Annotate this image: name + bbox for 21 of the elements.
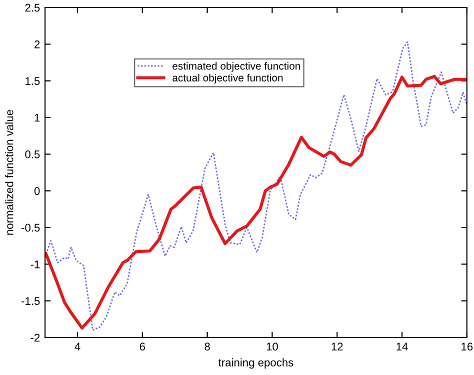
x-tick-label: 14 <box>396 342 408 350</box>
y-axis-title: normalized function value <box>5 110 14 235</box>
x-tick-label: 6 <box>140 342 145 351</box>
x-tick-label: 12 <box>332 342 343 350</box>
y-tick-label: -2 <box>30 334 40 342</box>
x-tick-label: 10 <box>266 342 278 351</box>
x-axis-title: training epochs <box>218 358 294 369</box>
y-tick-label: -1.5 <box>22 297 40 305</box>
x-tick-label: 16 <box>462 342 473 351</box>
y-tick-label: 1.5 <box>26 77 40 85</box>
y-tick-label: 2.5 <box>25 4 40 12</box>
legend-label: actual objective function <box>172 74 283 84</box>
y-tick-label: -1 <box>30 260 40 268</box>
x-tick-label: 4 <box>74 342 80 350</box>
x-tick-label: 8 <box>204 342 210 351</box>
y-tick-label: 0 <box>34 187 40 195</box>
y-tick-label: 1 <box>34 114 40 122</box>
y-tick-label: 0.5 <box>25 150 40 158</box>
legend-label: estimated objective function <box>172 62 300 72</box>
y-tick-label: 2 <box>34 40 40 48</box>
y-tick-label: -0.5 <box>22 224 40 232</box>
